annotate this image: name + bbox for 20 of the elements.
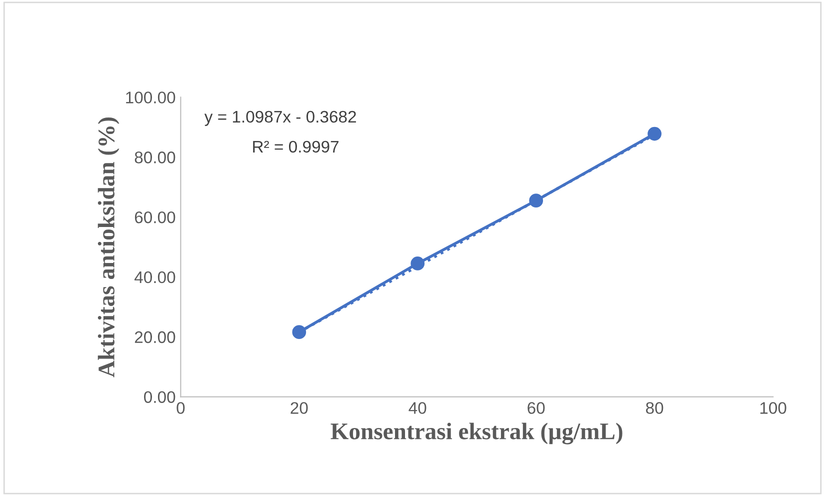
x-tick-label: 20 [290, 402, 308, 414]
point [648, 126, 662, 141]
y-tick-label: 80.00 [134, 152, 176, 164]
point [529, 194, 544, 208]
y-axis-title: Aktivitas antioksidan (%) [98, 118, 120, 378]
point [410, 256, 425, 270]
y-tick-label: 40.00 [134, 271, 176, 284]
x-tick-label: 60 [528, 402, 545, 414]
x-axis-title: Konsentrasi ekstrak (µg/mL) [330, 422, 622, 444]
annotation: y = 1.0987x - 0.3682 [204, 110, 356, 126]
y-tick-label: 0.00 [144, 391, 176, 404]
y-tick-label: 20.00 [134, 331, 176, 344]
x-tick-label: 40 [408, 402, 426, 414]
annotation: R² = 0.9997 [253, 140, 338, 153]
x-tick-label: 80 [646, 402, 664, 414]
point [292, 325, 306, 340]
y-tick-label: 60.00 [134, 211, 176, 224]
x-tick-label: 0 [176, 402, 185, 414]
y-tick-label: 100.00 [126, 92, 176, 104]
x-tick-label: 100 [760, 402, 786, 414]
